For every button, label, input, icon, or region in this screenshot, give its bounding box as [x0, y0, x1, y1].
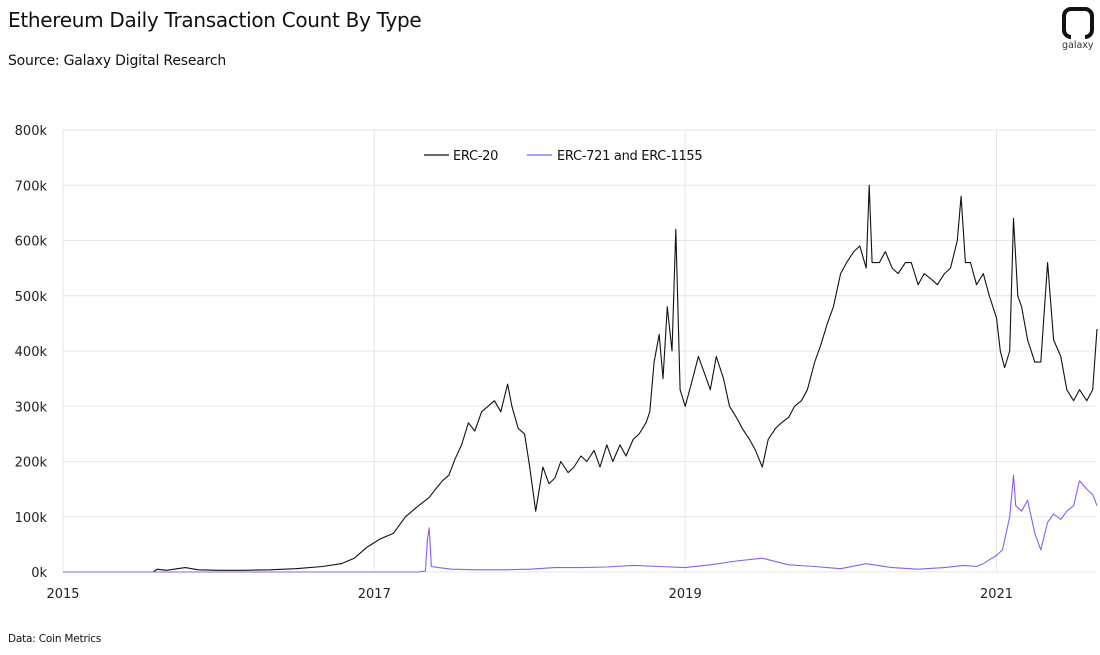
y-tick-label: 400k: [15, 345, 48, 360]
x-axis-ticks: 2015 2017 2019 2021: [46, 587, 1013, 602]
y-tick-label: 300k: [15, 400, 48, 415]
data-source-note: Data: Coin Metrics: [8, 633, 102, 645]
y-tick-label: 200k: [15, 456, 48, 471]
series-lines: [63, 184, 1098, 573]
chart-title: Ethereum Daily Transaction Count By Type: [8, 8, 422, 32]
x-tick-label: 2019: [669, 587, 702, 602]
series-line-erc20: [63, 184, 1098, 573]
y-tick-label: 700k: [15, 179, 48, 194]
y-tick-label: 500k: [15, 290, 48, 305]
gridlines: [62, 129, 1097, 573]
logo-text: galaxy: [1062, 40, 1094, 51]
y-tick-label: 100k: [15, 511, 48, 526]
chart-subtitle: Source: Galaxy Digital Research: [8, 53, 227, 69]
y-axis-ticks: 0k 100k 200k 300k 400k 500k 600k 700k 800k: [15, 124, 48, 581]
legend-label-nft: ERC-721 and ERC-1155: [557, 149, 702, 164]
legend: ERC-20 ERC-721 and ERC-1155: [424, 149, 703, 164]
y-tick-label: 600k: [15, 235, 48, 250]
x-tick-label: 2015: [46, 587, 79, 602]
legend-label-erc20: ERC-20: [453, 149, 498, 164]
series-line-erc721-erc1155: [63, 474, 1098, 573]
y-tick-label: 800k: [15, 124, 48, 139]
y-tick-label: 0k: [31, 566, 47, 581]
x-tick-label: 2021: [980, 587, 1013, 602]
galaxy-logo-icon: [1062, 7, 1094, 39]
x-tick-label: 2017: [358, 587, 391, 602]
